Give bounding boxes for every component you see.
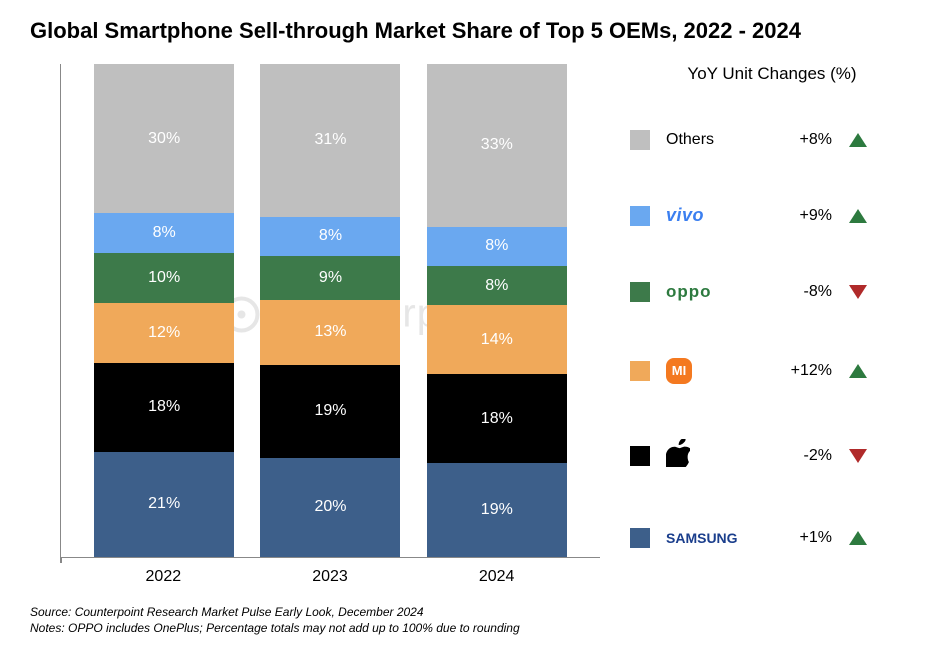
footer: Source: Counterpoint Research Market Pul… [30,604,914,636]
legend-swatch-xiaomi [630,361,650,381]
arrow-up-icon [848,133,868,147]
chart-area: 21%18%12%10%8%30%20%19%13%9%8%31%19%18%1… [30,64,600,586]
seg-apple-2023: 19% [260,365,400,459]
seg-samsung-2022: 21% [94,452,234,556]
legend-yoy-xiaomi: +12% [777,362,832,380]
arrow-up-icon [848,209,868,223]
brand-label-vivo: vivo [666,205,704,226]
seg-others-2024: 33% [427,64,567,227]
arrow-down-icon [848,449,868,463]
plot-area: 21%18%12%10%8%30%20%19%13%9%8%31%19%18%1… [60,64,600,558]
legend-brand-xiaomi: MI [666,358,761,384]
legend-yoy-oppo: -8% [777,283,832,301]
bar-2023: 20%19%13%9%8%31% [260,64,400,557]
legend-swatch-vivo [630,206,650,226]
seg-others-2022: 30% [94,64,234,213]
arrow-up-icon [848,364,868,378]
legend-row-vivo: vivo +9% [630,205,914,226]
bar-2024: 19%18%14%8%8%33% [427,64,567,557]
legend-row-samsung: SAMSUNG +1% [630,528,914,548]
axis-origin-tick [60,557,62,563]
chart-container: Global Smartphone Sell-through Market Sh… [0,0,944,646]
brand-label-samsung: SAMSUNG [666,530,738,546]
seg-vivo-2024: 8% [427,227,567,266]
chart-title: Global Smartphone Sell-through Market Sh… [30,18,914,44]
seg-xiaomi-2023: 13% [260,300,400,364]
seg-samsung-2023: 20% [260,458,400,557]
legend-brand-samsung: SAMSUNG [666,530,761,546]
xlabel-2023: 2023 [260,568,400,586]
legend-row-xiaomi: MI +12% [630,358,914,384]
xlabel-2022: 2022 [93,568,233,586]
legend-area: YoY Unit Changes (%) Others +8% vivo +9% opp… [600,64,914,586]
seg-others-2023: 31% [260,64,400,217]
xiaomi-icon: MI [666,358,692,384]
legend-row-oppo: oppo -8% [630,282,914,302]
footer-source: Source: Counterpoint Research Market Pul… [30,604,914,620]
arrow-up-icon [848,531,868,545]
legend-rows: Others +8% vivo +9% oppo -8% MI +12% -2% SAMSUNG +… [630,102,914,586]
legend-row-others: Others +8% [630,130,914,150]
legend-swatch-samsung [630,528,650,548]
footer-notes: Notes: OPPO includes OnePlus; Percentage… [30,620,914,636]
main-area: Counterpoint 21%18%12%10%8%30%20%19%13%9… [30,64,914,586]
legend-yoy-others: +8% [777,131,832,149]
brand-label-oppo: oppo [666,282,712,302]
brand-label-others: Others [666,131,714,149]
legend-row-apple: -2% [630,439,914,472]
arrow-down-icon [848,285,868,299]
xlabel-2024: 2024 [427,568,567,586]
seg-xiaomi-2022: 12% [94,303,234,363]
legend-swatch-oppo [630,282,650,302]
legend-brand-vivo: vivo [666,205,761,226]
legend-yoy-vivo: +9% [777,207,832,225]
seg-oppo-2023: 9% [260,256,400,300]
seg-oppo-2022: 10% [94,253,234,303]
bar-2022: 21%18%12%10%8%30% [94,64,234,557]
legend-brand-oppo: oppo [666,282,761,302]
legend-swatch-apple [630,446,650,466]
seg-samsung-2024: 19% [427,463,567,557]
legend-brand-others: Others [666,131,761,149]
seg-apple-2024: 18% [427,374,567,463]
legend-yoy-samsung: +1% [777,529,832,547]
seg-apple-2022: 18% [94,363,234,453]
legend-brand-apple [666,439,761,472]
seg-oppo-2024: 8% [427,266,567,305]
legend-yoy-apple: -2% [777,447,832,465]
legend-swatch-others [630,130,650,150]
x-axis-labels: 2022 2023 2024 [60,558,600,586]
seg-xiaomi-2024: 14% [427,305,567,374]
apple-icon [666,439,690,472]
seg-vivo-2023: 8% [260,217,400,256]
seg-vivo-2022: 8% [94,213,234,253]
legend-title: YoY Unit Changes (%) [630,64,914,84]
